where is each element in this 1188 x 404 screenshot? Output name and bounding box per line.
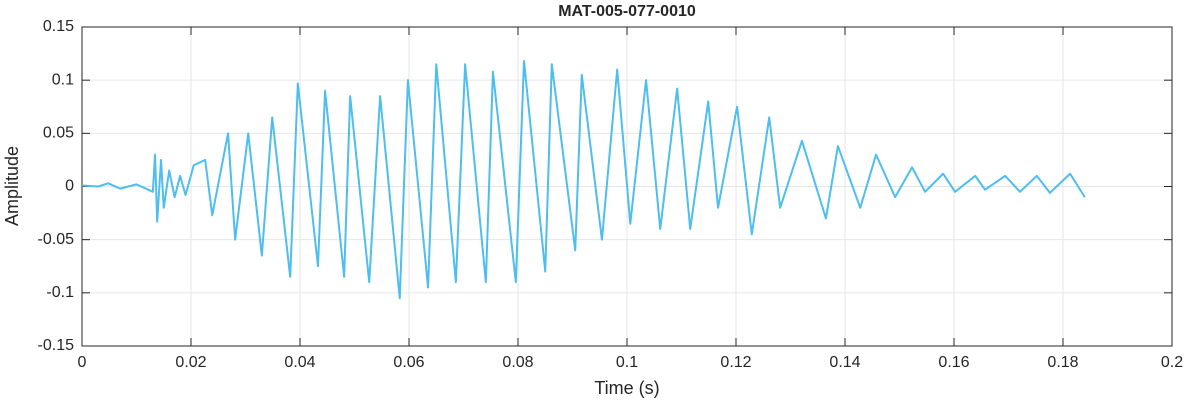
x-tick-label: 0.02 <box>175 354 206 371</box>
x-tick-label: 0.06 <box>393 354 424 371</box>
x-tick-label: 0.18 <box>1047 354 1078 371</box>
x-tick-label: 0.16 <box>938 354 969 371</box>
x-tick-label: 0.14 <box>829 354 860 371</box>
x-tick-label: 0.08 <box>502 354 533 371</box>
x-tick-label: 0.12 <box>720 354 751 371</box>
plot-frame <box>81 26 1173 347</box>
y-tick-label: -0.05 <box>38 231 75 248</box>
x-axis-label: Time (s) <box>594 378 659 398</box>
waveform-line <box>81 60 1086 300</box>
y-tick-label: 0 <box>65 178 74 195</box>
x-tick-label: 0.2 <box>1161 354 1183 371</box>
chart-title: MAT-005-077-0010 <box>558 3 696 20</box>
y-tick-label: 0.1 <box>52 71 74 88</box>
x-tick-label: 0.1 <box>616 354 638 371</box>
y-tick-label: 0.05 <box>43 125 74 142</box>
x-tick-label: 0 <box>78 354 87 371</box>
y-tick-label: -0.1 <box>46 284 74 301</box>
y-tick-label: 0.15 <box>43 18 74 35</box>
y-axis-label: Amplitude <box>2 146 22 226</box>
x-tick-label: 0.04 <box>284 354 315 371</box>
y-tick-label: -0.15 <box>38 337 75 354</box>
